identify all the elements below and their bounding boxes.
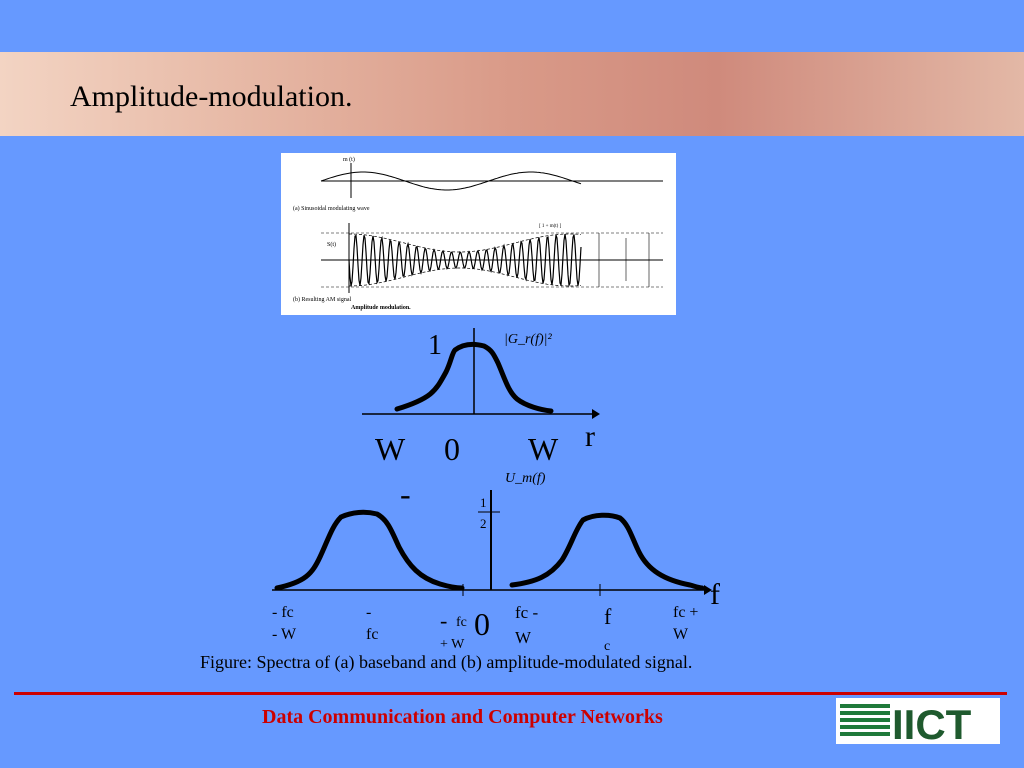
am-x-axis-letter: f bbox=[710, 578, 720, 611]
baseband-x-axis-letter: r bbox=[585, 420, 595, 453]
modulating-wave bbox=[320, 171, 582, 191]
am-y-label: U_m(f) bbox=[505, 471, 546, 486]
am-spectrum-lower-lobe bbox=[274, 509, 465, 591]
iict-logo: IICT bbox=[836, 698, 1000, 748]
am-label-fc-minus-w-line1: fc - bbox=[515, 603, 538, 622]
footer-divider bbox=[14, 692, 1007, 695]
baseband-tick-left: W bbox=[375, 431, 406, 467]
baseband-spectrum-curve bbox=[394, 341, 554, 414]
slide-title: Amplitude-modulation. bbox=[70, 80, 353, 113]
figure-caption: Figure: Spectra of (a) baseband and (b) … bbox=[200, 652, 693, 672]
am-label-fc-line1: f bbox=[604, 604, 612, 629]
am-label-neg-fc-plus-w-line1: fc bbox=[456, 615, 467, 630]
baseband-minus-sign: - bbox=[400, 476, 411, 512]
am-y-tick-den: 2 bbox=[480, 516, 487, 531]
logo-text: IICT bbox=[892, 701, 972, 744]
am-envelope bbox=[349, 233, 581, 287]
am-spectrum-upper-lobe bbox=[509, 512, 705, 591]
am-waveform-figure: m (t) (a) Sinusoidal modulating wave S(t… bbox=[281, 153, 676, 315]
title-bar bbox=[0, 52, 1024, 136]
am-label-neg-fc-plus-w-line2: + W bbox=[440, 637, 465, 652]
am-label-neg-fc-line2: fc bbox=[366, 626, 378, 643]
baseband-tick-right: W bbox=[528, 431, 559, 467]
am-label-neg-fc-minus-w-line1: - fc bbox=[272, 604, 294, 621]
am-label-neg-sign: - bbox=[440, 608, 447, 633]
am-envelope-label: [ 1 + m(t) ] bbox=[539, 224, 562, 229]
am-label-fc-line2: c bbox=[604, 639, 610, 654]
am-y-tick-num: 1 bbox=[480, 495, 487, 510]
am-top-caption: (a) Sinusoidal modulating wave bbox=[293, 205, 370, 212]
footer-text: Data Communication and Computer Networks bbox=[262, 706, 663, 728]
am-label-fc-plus-w-line2: W bbox=[673, 626, 689, 643]
am-top-axis-label: m (t) bbox=[343, 156, 355, 163]
am-label-fc-plus-w-line1: fc + bbox=[673, 604, 698, 621]
baseband-y-label: |G_r(f)|² bbox=[504, 332, 552, 347]
baseband-y-tick: 1 bbox=[428, 330, 442, 361]
am-figure-title: Amplitude modulation. bbox=[351, 305, 411, 311]
am-label-fc-minus-w-line2: W bbox=[515, 628, 532, 647]
am-label-neg-fc-line1: - bbox=[366, 604, 371, 621]
am-bottom-caption: (b) Resulting AM signal bbox=[293, 296, 351, 303]
am-bottom-axis-label: S(t) bbox=[327, 241, 336, 248]
baseband-tick-center: 0 bbox=[444, 431, 460, 467]
am-label-zero: 0 bbox=[474, 606, 490, 642]
am-label-neg-fc-minus-w-line2: - W bbox=[272, 626, 297, 643]
